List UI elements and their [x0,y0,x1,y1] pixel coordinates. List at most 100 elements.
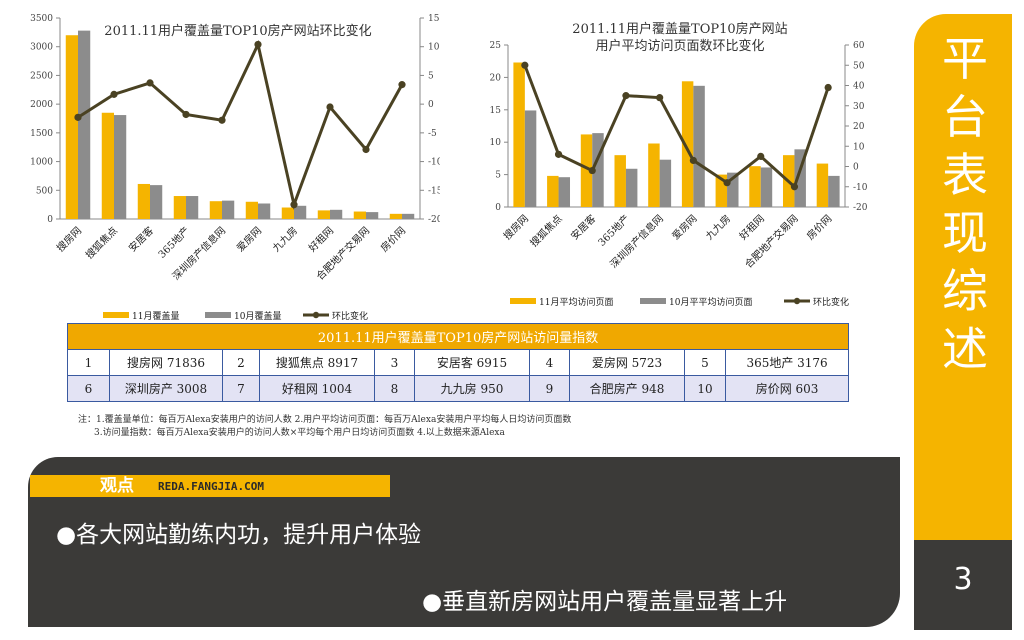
line-point [588,166,596,175]
side-title: 平台表现综述 [942,32,988,376]
bar [614,155,626,207]
bar [659,159,672,207]
bar [317,210,330,219]
footnote-line: 3.访问量指数：每百万Alexa安装用户的访问人数×平均每个用户日均访问页面数 … [94,428,505,438]
bar [715,174,728,207]
bar [353,211,366,219]
line-point [218,116,226,124]
legend-label: 环比变化 [813,296,849,308]
bar [727,172,739,207]
legend-swatch [205,312,231,318]
bar [186,196,199,219]
bar [681,81,694,207]
right-tick-label: 10 [853,142,865,152]
category-label: 365地产 [595,212,632,249]
bar [513,62,525,207]
bar [580,134,593,207]
left-tick-label: 3500 [30,14,53,24]
coverage-chart: 0 500 1000 1500 2000 2500 3000 3500 -20 -15 -10 -5 0… [30,14,440,322]
site-cell: 搜狐焦点 8917 [259,349,375,376]
page-number-box [914,540,1012,630]
left-tick-label: 500 [36,186,53,196]
site-cell: 合肥房产 948 [569,375,685,402]
category-label: 搜房网 [501,212,531,242]
line-point [521,61,529,69]
site-cell: 深圳房产 3008 [109,375,223,402]
line-point [326,103,334,111]
bar [693,85,705,207]
line-point [398,81,406,89]
category-label: 搜狐焦点 [83,224,120,261]
right-tick-label: 30 [853,102,865,112]
chart-title: 用户平均访问页面数环比变化 [595,38,764,54]
chart-title: 2011.11用户覆盖量TOP10房产网站环比变化 [104,23,371,39]
table-row: 1 搜房网 71836 2 搜狐焦点 8917 3 安居客 6915 4 爱房网… [67,349,850,376]
right-tick-label: 20 [853,122,865,132]
site-cell: 爱房网 5723 [569,349,685,376]
category-label: 好租网 [736,212,766,242]
bar [760,167,773,207]
bar [547,175,559,207]
right-tick-label: 40 [853,82,865,92]
legend-label: 10月平平均访问页面 [669,296,752,308]
bar [173,196,186,219]
line-series [77,39,404,210]
right-tick-label: -20 [428,215,440,225]
legend-swatch [793,297,801,305]
bar [101,112,114,219]
page-number: 3 [953,562,973,597]
site-cell: 九九房 950 [414,375,530,402]
point-2: ●垂直新房网站用户覆盖量显著上升 [422,589,788,615]
bar [222,200,235,219]
left-tick-label: 25 [490,41,502,51]
viewpoint-site: REDA.FANGJIA.COM [158,480,264,493]
right-tick-label: 15 [428,14,440,24]
bar [366,212,379,219]
right-tick-label: 50 [853,61,865,71]
traffic-index-table: 2011.11用户覆盖量TOP10房产网站访问量指数 1 搜房网 71836 2… [66,323,850,402]
category-label: 搜狐焦点 [527,212,564,249]
line-point [622,92,630,100]
right-tick-label: 5 [428,71,434,81]
legend-label: 11月覆盖量 [132,310,179,322]
category-label: 搜房网 [54,224,84,254]
category-label: 爱房网 [669,212,699,242]
left-tick-label: 1500 [30,129,53,139]
legend-swatch [510,298,536,304]
line-point [362,145,370,154]
line-series [523,64,830,190]
category-label: 房价网 [378,224,408,254]
bar [330,209,343,219]
left-tick-label: 20 [490,73,502,83]
bar [294,205,307,219]
legend-swatch [103,312,129,318]
left-tick-label: 3000 [30,43,53,53]
site-cell: 安居客 6915 [414,349,530,376]
right-tick-label: 60 [853,41,865,51]
line-point [824,83,832,92]
legend-label: 11月平均访问页面 [539,296,613,308]
left-tick-label: 1000 [30,158,53,168]
site-cell: 好租网 1004 [259,375,375,402]
right-tick-label: -20 [853,203,868,213]
point-1: ●各大网站勤练内功，提升用户体验 [56,522,422,548]
bar [402,213,415,219]
viewpoint-tag: 观点 REDA.FANGJIA.COM [30,475,390,497]
right-tick-label: -5 [428,129,437,139]
legend-swatch [640,298,666,304]
bar [137,183,150,219]
side-banner [914,14,1012,540]
line-point [689,156,697,165]
left-tick-label: 0 [495,203,501,213]
line-point [110,90,118,98]
legend-swatch [312,311,320,319]
right-tick-label: -10 [428,158,440,168]
category-label: 九九房 [703,212,733,242]
right-tick-label: 0 [853,163,859,173]
rank-cell: 3 [374,349,415,376]
line-point [790,183,799,191]
category-label: 好租网 [306,224,336,254]
bar [592,133,604,207]
site-cell: 365地产 3176 [724,349,850,376]
